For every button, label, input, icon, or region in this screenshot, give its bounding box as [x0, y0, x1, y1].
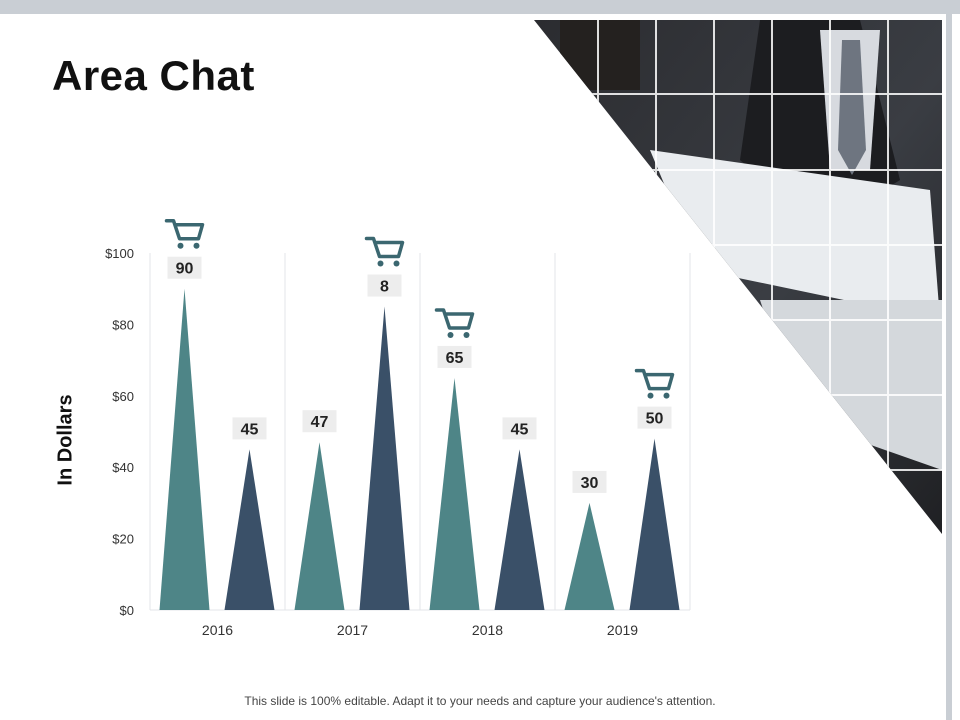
- data-label: 50: [646, 411, 664, 428]
- data-label-bg: [437, 345, 472, 368]
- area-peak: [429, 377, 480, 610]
- slide-title: Area Chat: [52, 52, 255, 99]
- area-peak: [224, 449, 275, 610]
- y-tick-label: $0: [120, 603, 134, 618]
- y-tick-label: $100: [105, 246, 134, 261]
- area-peak: [159, 288, 210, 610]
- data-label: 90: [176, 261, 194, 278]
- top-frame-bar: [0, 0, 960, 14]
- shopping-cart-icon: [634, 368, 675, 399]
- y-axis-label: In Dollars: [54, 394, 77, 486]
- data-label-bg: [637, 406, 672, 429]
- y-tick-label: $20: [112, 532, 134, 547]
- x-tick-label: 2019: [607, 622, 638, 638]
- x-tick-label: 2017: [337, 622, 368, 638]
- data-label: 45: [511, 421, 529, 438]
- data-label: 30: [581, 475, 599, 492]
- data-label: 8: [380, 279, 389, 296]
- footer-note: This slide is 100% editable. Adapt it to…: [244, 694, 716, 708]
- x-tick-label: 2016: [202, 622, 233, 638]
- data-label-bg: [502, 417, 537, 440]
- data-label-bg: [572, 470, 607, 493]
- y-tick-label: $80: [112, 317, 134, 332]
- data-label-bg: [167, 256, 202, 279]
- y-tick-label: $40: [112, 460, 134, 475]
- shopping-cart-icon: [364, 236, 405, 267]
- data-label-bg: [302, 410, 337, 433]
- data-label: 47: [311, 414, 329, 431]
- data-label: 45: [241, 421, 259, 438]
- right-frame-bar: [946, 0, 952, 720]
- area-peak: [359, 306, 410, 610]
- area-peak: [294, 442, 345, 610]
- shopping-cart-icon: [434, 308, 475, 338]
- area-peak: [494, 449, 545, 610]
- area-peak: [564, 502, 615, 610]
- area-peak: [629, 438, 680, 610]
- y-tick-label: $60: [112, 389, 134, 404]
- x-tick-label: 2018: [472, 622, 503, 638]
- shopping-cart-icon: [164, 218, 205, 249]
- data-label: 65: [446, 350, 464, 367]
- data-label-bg: [232, 417, 267, 440]
- data-label-bg: [367, 274, 402, 297]
